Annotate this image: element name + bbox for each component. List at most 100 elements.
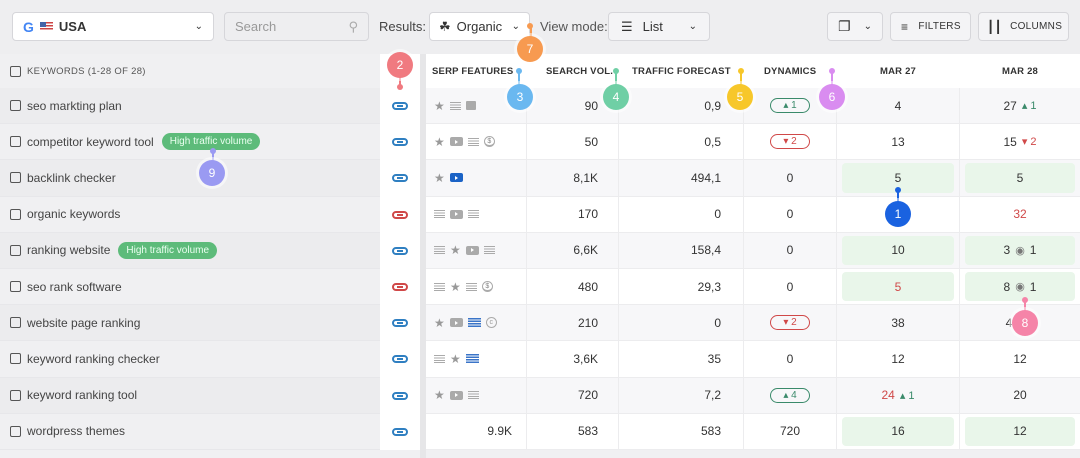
keyword-text[interactable]: organic keywords	[27, 207, 121, 222]
copy-button[interactable]: ❐ ⌄	[827, 12, 883, 41]
link-cell[interactable]	[380, 305, 420, 342]
local-pack-position: 1	[1029, 279, 1037, 294]
position: 12	[1013, 424, 1027, 439]
link-cell[interactable]	[380, 377, 420, 414]
keyword-text[interactable]: ranking website	[27, 243, 111, 258]
marker-7: 7	[517, 36, 543, 62]
traffic-forecast-cell: 0,9	[618, 88, 743, 124]
lines-icon	[468, 210, 479, 219]
search-volume-cell: 583	[526, 413, 618, 449]
star-icon: ★	[434, 388, 445, 403]
link-icon[interactable]	[392, 138, 408, 147]
row-checkbox[interactable]	[10, 281, 21, 293]
search-volume-cell: 3,6K	[526, 341, 618, 377]
link-cell[interactable]	[380, 160, 420, 197]
marker-dot	[895, 187, 901, 193]
link-icon[interactable]	[392, 427, 408, 436]
keyword-text[interactable]: keyword ranking checker	[27, 351, 160, 366]
link-cell[interactable]	[380, 124, 420, 161]
link-cell[interactable]	[380, 413, 420, 450]
row-checkbox[interactable]	[10, 425, 21, 437]
data-cells: ★ c 210 0 ▾ 2 38 4	[426, 305, 1080, 342]
local-pack-position: 1	[1029, 243, 1037, 258]
google-icon: G	[23, 18, 34, 35]
dynamics-cell: ▾ 2	[743, 305, 836, 341]
serp-features-cell: 9.9K	[434, 414, 526, 449]
link-broken-icon[interactable]	[392, 210, 408, 219]
mar27-cell: 16	[836, 413, 959, 449]
keyword-text[interactable]: wordpress themes	[27, 424, 126, 439]
filter-icon: ≡	[901, 19, 909, 34]
row-checkbox[interactable]	[10, 353, 21, 365]
serp-value: 9.9K	[487, 424, 512, 439]
star-icon: ★	[450, 351, 461, 366]
us-flag-icon	[39, 22, 53, 31]
star-icon: ★	[434, 315, 445, 330]
link-cell[interactable]	[380, 268, 420, 306]
link-cell[interactable]	[380, 88, 420, 125]
position: 4	[1005, 315, 1013, 330]
select-all-checkbox[interactable]	[10, 65, 21, 77]
mar28-cell: 12	[959, 413, 1080, 449]
col-search-volume[interactable]: SEARCH VOL.	[546, 65, 614, 77]
position: 13	[891, 134, 905, 149]
link-icon[interactable]	[392, 102, 408, 111]
row-checkbox[interactable]	[10, 172, 21, 184]
data-cells: ★ 720 7,2 ▴ 4 24 ▴ 1 20	[426, 377, 1080, 414]
row-checkbox[interactable]	[10, 244, 21, 256]
lines-icon	[434, 282, 445, 291]
position: 5	[1016, 170, 1024, 185]
link-icon[interactable]	[392, 391, 408, 400]
filters-button[interactable]: ≡ FILTERS	[890, 12, 971, 41]
col-mar-28[interactable]: MAR 28	[1002, 65, 1039, 77]
link-broken-icon[interactable]	[392, 283, 408, 292]
row-checkbox[interactable]	[10, 317, 21, 329]
col-serp-features[interactable]: SERP FEATURES	[432, 65, 514, 77]
keyword-text[interactable]: backlink checker	[27, 170, 116, 185]
search-input[interactable]: Search ⚲	[224, 12, 369, 41]
mar28-cell: 5	[959, 160, 1080, 196]
mar27-cell: 13	[836, 124, 959, 160]
lines-icon-active	[465, 354, 479, 364]
country-select[interactable]: G USA ⌄	[12, 12, 214, 41]
keyword-text[interactable]: seo markting plan	[27, 98, 122, 113]
link-icon[interactable]	[392, 246, 408, 255]
col-traffic-forecast[interactable]: TRAFFIC FORECAST	[632, 65, 731, 77]
row-checkbox[interactable]	[10, 208, 21, 220]
serp-features-cell: ★ c	[434, 305, 526, 340]
toolbar: G USA ⌄ Search ⚲ Results: ☘ Organic ⌄ Vi…	[0, 0, 1080, 54]
view-mode-select[interactable]: ☰ List ⌄	[608, 12, 710, 41]
row-checkbox[interactable]	[10, 136, 21, 148]
mar28-cell: 4	[959, 305, 1080, 341]
row-checkbox[interactable]	[10, 100, 21, 112]
marker-stem	[1024, 300, 1026, 312]
search-placeholder: Search	[235, 19, 277, 34]
table-row: ranking website High traffic volume ★ 6,6…	[0, 232, 1080, 269]
lines-icon	[465, 282, 477, 291]
panel-divider[interactable]	[420, 54, 426, 458]
columns-button[interactable]: ┃┃ COLUMNS	[978, 12, 1069, 41]
col-dynamics[interactable]: DYNAMICS	[764, 65, 817, 77]
keyword-text[interactable]: keyword ranking tool	[27, 388, 138, 403]
position: 8	[1003, 279, 1011, 294]
traffic-forecast-cell: 0,5	[618, 124, 743, 160]
keyword-text[interactable]: competitor keyword tool	[27, 134, 154, 149]
link-icon[interactable]	[392, 319, 408, 328]
link-cell[interactable]	[380, 232, 420, 269]
dynamics-value: 0	[786, 207, 794, 222]
row-checkbox[interactable]	[10, 389, 21, 401]
table-row: keyword ranking tool ★ 720 7,2 ▴ 4 24 ▴ 1…	[0, 377, 1080, 414]
star-icon: ★	[450, 243, 461, 258]
top10-highlight	[842, 416, 954, 446]
keyword-text[interactable]: seo rank software	[27, 279, 122, 294]
link-icon[interactable]	[392, 174, 408, 183]
link-cell[interactable]	[380, 341, 420, 378]
keywords-header-label: KEYWORDS (1-28 OF 28)	[27, 65, 146, 77]
keyword-cell: website page ranking	[0, 305, 380, 342]
results-select[interactable]: ☘ Organic ⌄	[429, 12, 530, 41]
col-mar-27[interactable]: MAR 27	[880, 65, 917, 77]
link-icon[interactable]	[392, 355, 408, 364]
link-cell[interactable]	[380, 196, 420, 233]
serp-features-cell: ★	[434, 88, 526, 123]
keyword-text[interactable]: website page ranking	[27, 315, 141, 330]
